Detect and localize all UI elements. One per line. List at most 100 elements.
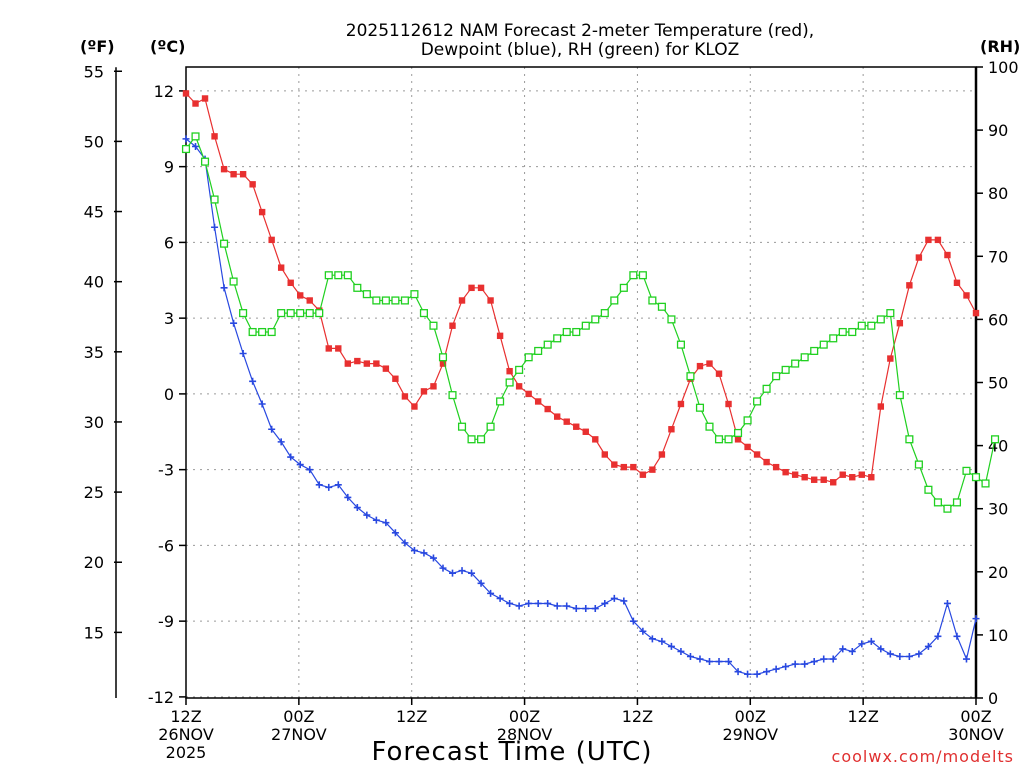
grid-lines bbox=[186, 67, 976, 698]
dewpoint-point bbox=[744, 670, 752, 678]
temperature-point bbox=[868, 474, 875, 481]
rh-point bbox=[648, 296, 657, 305]
temperature-point bbox=[810, 476, 818, 483]
fahrenheit-unit-label: (ºF) bbox=[80, 37, 115, 56]
dewpoint-point bbox=[905, 653, 913, 660]
rh-point bbox=[819, 340, 828, 349]
dewpoint-point bbox=[477, 579, 485, 587]
temperature-point bbox=[677, 400, 685, 408]
plot-frame bbox=[185, 66, 977, 699]
temperature-point bbox=[573, 423, 580, 430]
dewpoint-point bbox=[353, 504, 361, 512]
x-tick-label: 12Z bbox=[622, 707, 653, 726]
celsius-tick-label: -9 bbox=[158, 612, 174, 631]
x-tick-label: 00Z bbox=[283, 707, 314, 726]
rh-point bbox=[733, 428, 743, 438]
dewpoint-point bbox=[306, 466, 314, 474]
dewpoint-point bbox=[506, 599, 514, 607]
celsius-unit-label: (ºC) bbox=[150, 37, 185, 56]
temperature-point bbox=[335, 345, 342, 352]
temperature-point bbox=[277, 264, 285, 271]
rh-point bbox=[772, 372, 781, 381]
temperature-point bbox=[477, 284, 485, 292]
rh-point bbox=[534, 346, 543, 355]
rh-point bbox=[353, 283, 362, 292]
dewpoint-point bbox=[468, 569, 476, 577]
temperature-point bbox=[639, 471, 647, 478]
rh-point bbox=[810, 346, 819, 355]
rh-point bbox=[467, 435, 476, 444]
rh-point bbox=[676, 340, 685, 349]
rh-point bbox=[457, 422, 467, 431]
fahrenheit-tick-label: 40 bbox=[84, 273, 104, 292]
rh-point bbox=[610, 296, 619, 305]
temperature-point bbox=[658, 451, 666, 458]
rh-point bbox=[629, 271, 638, 280]
rh-tick-label: 90 bbox=[988, 121, 1008, 140]
dewpoint-point bbox=[639, 627, 647, 635]
dewpoint-point bbox=[325, 483, 333, 491]
rh-point bbox=[181, 144, 191, 154]
temperature-point bbox=[201, 95, 209, 102]
fahrenheit-tick-label: 35 bbox=[84, 343, 104, 362]
dewpoint-point bbox=[563, 602, 571, 610]
dewpoint-point bbox=[858, 640, 866, 648]
rh-point bbox=[781, 365, 790, 374]
temperature-point bbox=[963, 292, 970, 299]
temperature-point bbox=[934, 236, 942, 244]
rh-point bbox=[905, 435, 914, 444]
chart-title-line-1: 2025112612 NAM Forecast 2-meter Temperat… bbox=[346, 21, 814, 41]
rh-point bbox=[848, 327, 857, 337]
rh-point bbox=[391, 296, 400, 305]
dewpoint-point bbox=[258, 400, 266, 408]
rh-point bbox=[524, 353, 533, 362]
dewpoint-point bbox=[601, 599, 609, 607]
rh-point bbox=[638, 271, 647, 280]
rh-point bbox=[714, 435, 724, 444]
temperature-point bbox=[763, 458, 770, 466]
temperature-point bbox=[544, 405, 551, 413]
rh-point bbox=[400, 296, 409, 305]
x-tick-label: 12Z bbox=[170, 707, 201, 726]
temperature-point bbox=[668, 426, 675, 433]
dewpoint-point bbox=[715, 658, 723, 666]
fahrenheit-tick-label: 25 bbox=[84, 483, 104, 502]
dewpoint-point bbox=[667, 642, 675, 650]
temperature-point bbox=[877, 403, 885, 410]
temperature-point bbox=[220, 165, 228, 173]
dewpoint-point bbox=[820, 655, 828, 663]
rh-point bbox=[829, 334, 838, 343]
temperature-point bbox=[420, 388, 428, 395]
dewpoint-point bbox=[230, 319, 238, 327]
rh-tick-label: 10 bbox=[988, 626, 1008, 645]
rh-point bbox=[419, 309, 429, 318]
rh-point bbox=[591, 315, 600, 324]
fahrenheit-tick-label: 55 bbox=[84, 62, 104, 81]
celsius-tick-label: 6 bbox=[164, 233, 174, 252]
temperature-point bbox=[306, 297, 313, 304]
temperature-point bbox=[820, 476, 827, 483]
rh-point bbox=[515, 365, 524, 374]
dewpoint-point bbox=[572, 605, 580, 613]
temperature-point bbox=[725, 400, 732, 408]
rh-point bbox=[600, 309, 609, 318]
dewpoint-point bbox=[382, 519, 390, 527]
fahrenheit-tick-label: 30 bbox=[84, 413, 104, 432]
temperature-point bbox=[249, 181, 256, 188]
dewpoint-point bbox=[401, 539, 409, 547]
temperature-point bbox=[830, 479, 837, 486]
temperature-point bbox=[592, 436, 599, 443]
temperature-point bbox=[392, 375, 399, 382]
dewpoint-point bbox=[268, 425, 276, 433]
fahrenheit-tick-label: 20 bbox=[84, 553, 104, 572]
dewpoint-point bbox=[391, 529, 399, 537]
rh-point bbox=[753, 397, 762, 406]
dewpoint-point bbox=[848, 647, 856, 655]
dewpoint-point bbox=[810, 658, 818, 666]
fahrenheit-tick-label: 50 bbox=[84, 132, 104, 151]
temperature-point bbox=[258, 208, 266, 216]
x-tick-label: 00Z bbox=[960, 707, 991, 726]
dewpoint-point bbox=[439, 564, 447, 572]
rh-tick-label: 50 bbox=[988, 374, 1008, 393]
